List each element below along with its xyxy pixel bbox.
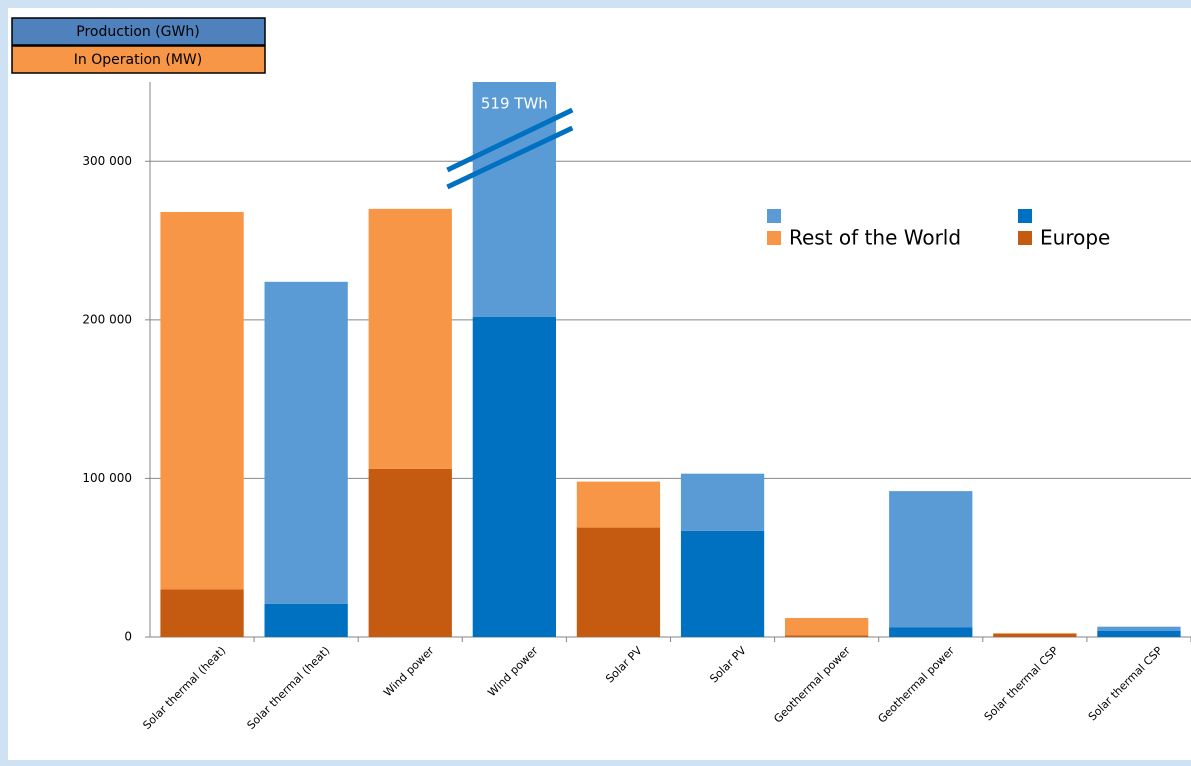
legend-label: Europe	[1040, 226, 1110, 250]
bar	[576, 527, 661, 637]
bar	[889, 491, 973, 628]
y-tick-label: 300 000	[82, 154, 132, 168]
bar	[1097, 630, 1181, 637]
y-tick-label: 100 000	[82, 471, 132, 485]
y-tick-label: 200 000	[82, 312, 132, 326]
bar	[785, 635, 869, 637]
bar	[993, 633, 1077, 637]
measure-label: In Operation (MW)	[74, 52, 202, 68]
legend-swatch	[1018, 231, 1032, 245]
annotation: 519 TWh	[481, 95, 548, 113]
bar	[472, 316, 556, 637]
bar	[160, 589, 244, 637]
bar	[264, 281, 348, 604]
bar	[264, 603, 348, 637]
bar	[368, 208, 452, 469]
measure-key	[11, 17, 266, 46]
bar	[472, 82, 556, 317]
bar	[160, 212, 244, 590]
bar	[889, 627, 973, 637]
bar	[785, 617, 869, 636]
measure-label: Production (GWh)	[76, 24, 199, 40]
bar	[1097, 626, 1181, 631]
bar	[680, 530, 765, 637]
bar	[993, 633, 1077, 634]
bar	[680, 473, 765, 531]
y-tick-label: 0	[124, 630, 132, 644]
break-mark	[446, 107, 574, 173]
legend-swatch	[767, 231, 781, 245]
legend-label: Rest of the World	[789, 226, 961, 250]
legend-swatch	[767, 209, 781, 223]
bar	[576, 481, 661, 528]
measure-key	[11, 45, 266, 74]
break-mark	[446, 125, 574, 190]
legend-swatch	[1018, 209, 1032, 223]
bar	[368, 468, 452, 637]
